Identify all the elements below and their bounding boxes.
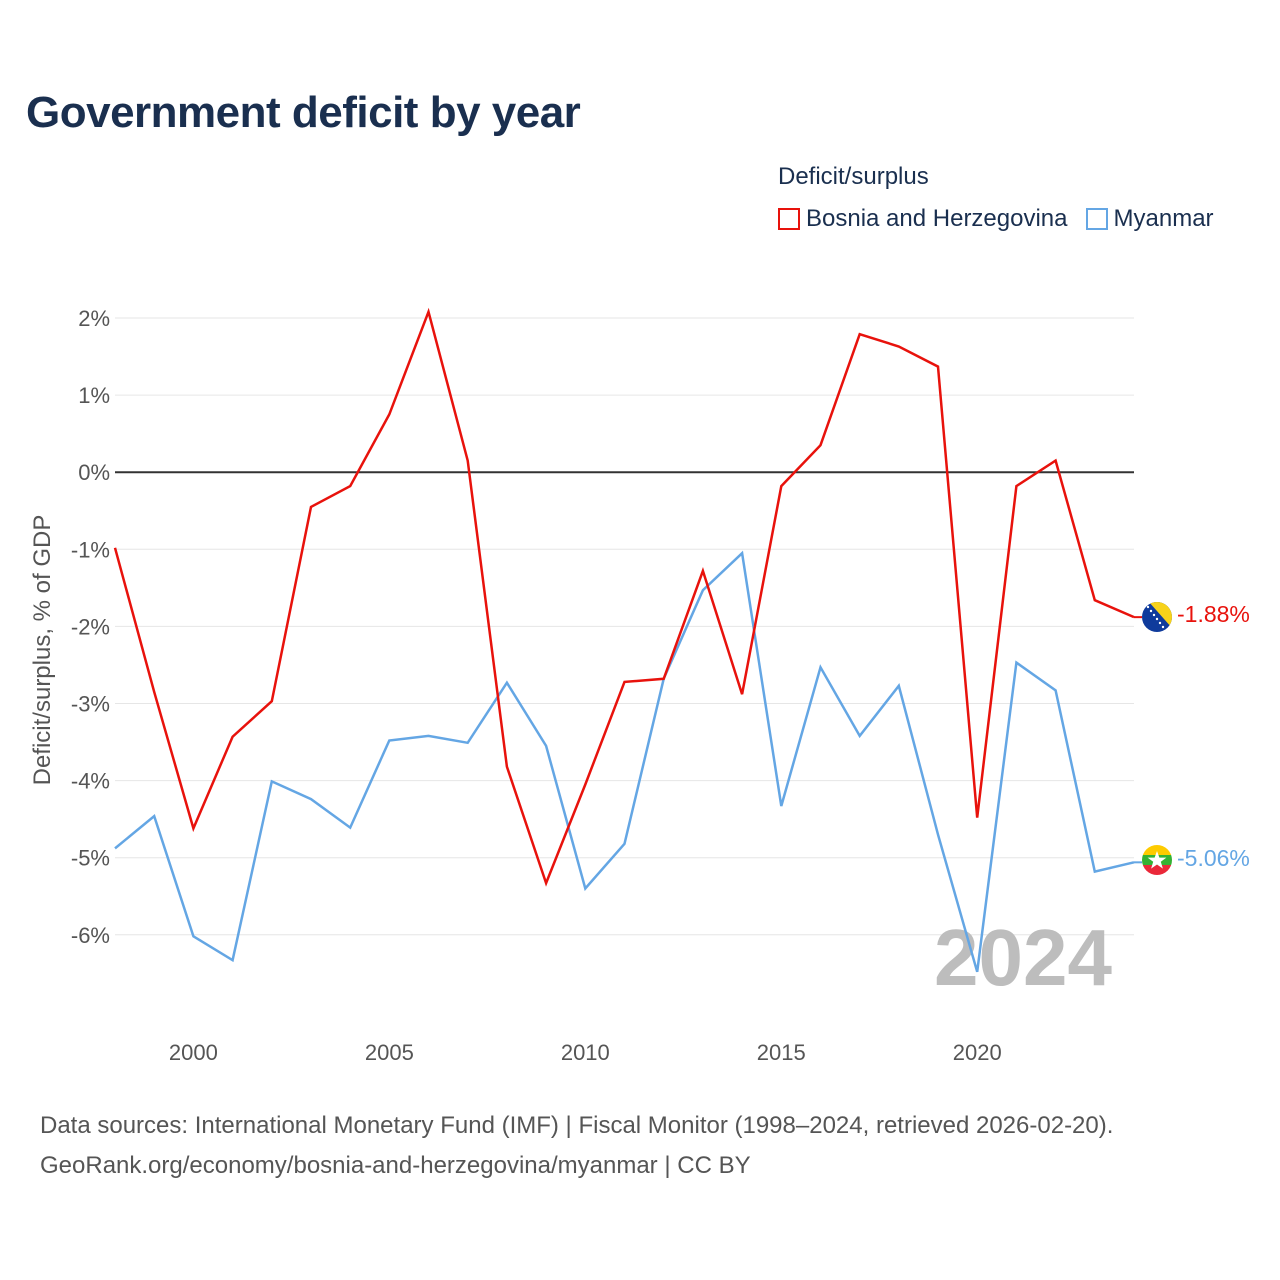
series-line-bosnia[interactable]: [113, 307, 1135, 887]
source-line-2: GeoRank.org/economy/bosnia-and-herzegovi…: [40, 1152, 751, 1179]
grid-lines: [115, 317, 1134, 936]
x-tick-label: 2020: [953, 1040, 1002, 1065]
y-tick-label: -4%: [71, 769, 110, 794]
y-tick-label: -1%: [71, 537, 110, 562]
legend-item-bosnia[interactable]: Bosnia and Herzegovina: [778, 205, 1068, 233]
y-axis-ticks: 2% 1% 0% -1% -2% -3% -4% -5% -6%: [71, 306, 110, 948]
legend-item-myanmar[interactable]: Myanmar: [1085, 205, 1214, 233]
series-lines: [113, 307, 1142, 973]
y-tick-label: -6%: [71, 923, 110, 948]
chart-title: Government deficit by year: [26, 88, 581, 137]
bosnia-flag-icon: [1142, 602, 1172, 632]
legend-swatch-myanmar: [1085, 208, 1108, 230]
x-tick-label: 2005: [365, 1040, 414, 1065]
y-axis-label: Deficit/surplus, % of GDP: [29, 515, 56, 786]
legend-title: Deficit/surplus: [778, 163, 929, 190]
x-tick-label: 2000: [169, 1040, 218, 1065]
legend: Bosnia and Herzegovina Myanmar: [778, 205, 1214, 233]
x-axis-ticks: 2000 2005 2010 2015 2020: [169, 1040, 1002, 1065]
end-label-bosnia: -1.88%: [1177, 601, 1250, 627]
end-label-myanmar: -5.06%: [1177, 845, 1250, 871]
series-line-myanmar[interactable]: [114, 550, 1135, 973]
source-line-1: Data sources: International Monetary Fun…: [40, 1112, 1114, 1139]
year-watermark: 2024: [934, 913, 1112, 1002]
source-note: Data sources: International Monetary Fun…: [40, 1106, 1113, 1186]
y-tick-label: 1%: [78, 383, 110, 408]
y-tick-label: -5%: [71, 846, 110, 871]
x-tick-label: 2015: [757, 1040, 806, 1065]
y-tick-label: 2%: [78, 306, 110, 331]
legend-swatch-bosnia: [778, 208, 800, 230]
y-tick-label: 0%: [78, 460, 110, 485]
y-tick-label: -2%: [71, 614, 110, 639]
legend-label-myanmar: Myanmar: [1113, 205, 1214, 232]
x-tick-label: 2010: [561, 1040, 610, 1065]
legend-label-bosnia: Bosnia and Herzegovina: [806, 205, 1068, 232]
y-tick-label: -3%: [71, 692, 110, 717]
line-chart: 2% 1% 0% -1% -2% -3% -4% -5% -6% 2000 2005 2010 201…: [29, 306, 1250, 1065]
myanmar-flag-icon: [1142, 845, 1172, 875]
